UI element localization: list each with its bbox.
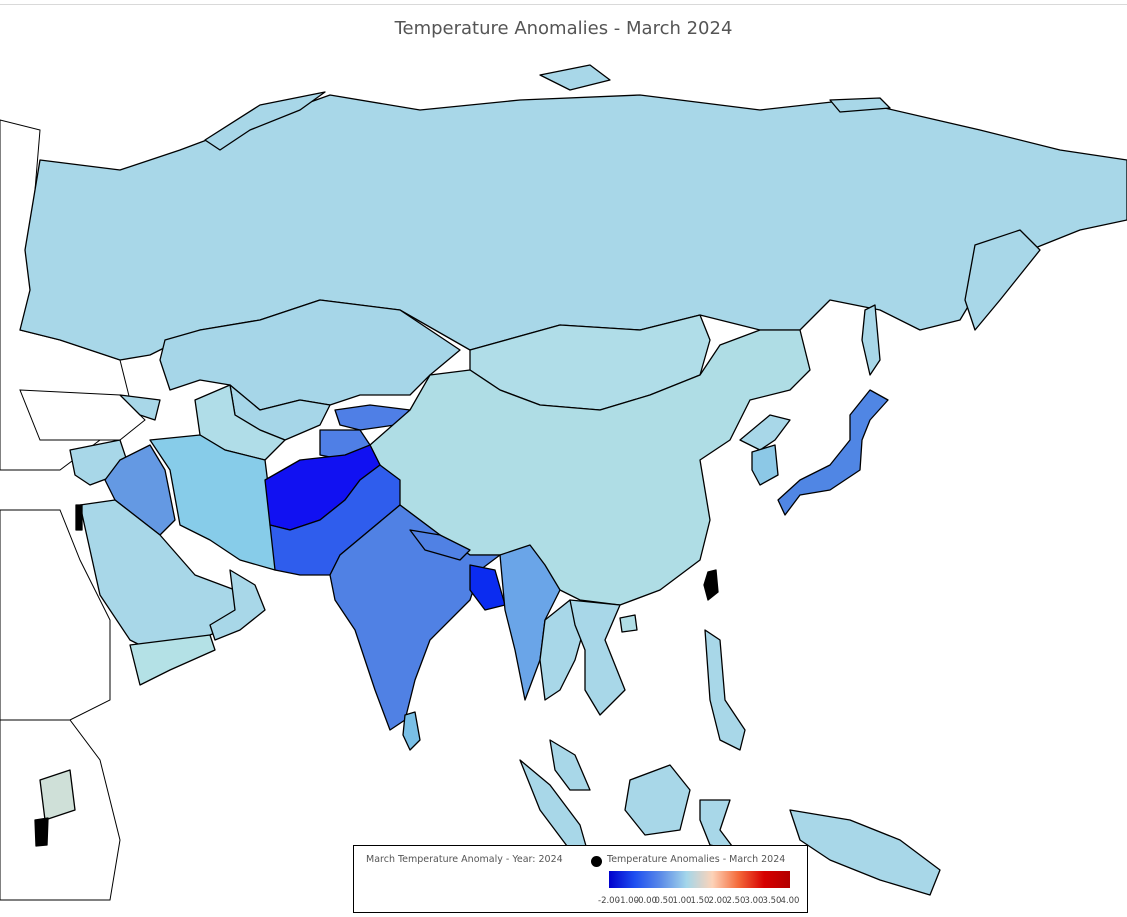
- legend-tick: 0.50: [654, 896, 674, 906]
- legend-series-marker: [591, 856, 602, 867]
- country-south-korea[interactable]: [751, 444, 779, 486]
- legend-tick: -0.00: [635, 896, 657, 906]
- country-malaysia[interactable]: [549, 739, 591, 791]
- country-japan[interactable]: [777, 389, 889, 516]
- country-sulawesi[interactable]: [699, 799, 736, 851]
- legend-tick: -1.00: [617, 896, 639, 906]
- country-india[interactable]: [329, 504, 501, 731]
- country-taiwan[interactable]: [703, 569, 719, 601]
- country-arctic-isles[interactable]: [829, 97, 891, 113]
- country-borneo[interactable]: [624, 764, 691, 836]
- country-philippines[interactable]: [704, 629, 746, 751]
- legend: March Temperature Anomaly - Year: 2024 T…: [353, 845, 808, 913]
- country-north-korea[interactable]: [739, 414, 791, 451]
- legend-name: March Temperature Anomaly - Year: 2024: [366, 854, 563, 865]
- legend-tick: 1.50: [690, 896, 710, 906]
- country-laos-vietnam[interactable]: [569, 599, 626, 716]
- country-hainan[interactable]: [619, 614, 638, 633]
- country-rwanda[interactable]: [34, 817, 49, 847]
- legend-tick: 2.50: [726, 896, 746, 906]
- country-kazakhstan[interactable]: [159, 299, 461, 411]
- country-turkey[interactable]: [19, 389, 146, 441]
- legend-tick: 2.00: [708, 896, 728, 906]
- country-uganda[interactable]: [39, 769, 76, 821]
- legend-tick: -2.00: [598, 896, 620, 906]
- legend-tick-labels: -2.00 -1.00 -0.00 0.50 1.00 1.50 2.00 2.…: [597, 896, 802, 908]
- header-divider: [0, 4, 1127, 5]
- country-bangladesh[interactable]: [469, 564, 506, 611]
- legend-series-label: Temperature Anomalies - March 2024: [607, 854, 786, 865]
- legend-tick: 1.00: [672, 896, 692, 906]
- legend-tick: 4.00: [780, 896, 800, 906]
- country-novaya-zemlya[interactable]: [204, 91, 326, 151]
- legend-color-scale: [609, 871, 790, 888]
- country-new-guinea[interactable]: [789, 809, 941, 896]
- country-oman[interactable]: [209, 569, 266, 641]
- country-pakistan[interactable]: [269, 464, 401, 576]
- legend-tick: 3.50: [762, 896, 782, 906]
- country-israel[interactable]: [75, 504, 83, 531]
- country-severnaya[interactable]: [539, 64, 611, 91]
- country-iraq[interactable]: [104, 444, 176, 536]
- country-georgia[interactable]: [119, 394, 161, 421]
- country-nepal[interactable]: [409, 529, 471, 561]
- country-kamchatka[interactable]: [964, 229, 1041, 331]
- country-yemen[interactable]: [129, 634, 216, 686]
- country-sakhalin[interactable]: [861, 304, 881, 376]
- map-title: Temperature Anomalies - March 2024: [394, 18, 733, 39]
- legend-tick: 3.00: [744, 896, 764, 906]
- country-sri-lanka[interactable]: [402, 711, 421, 751]
- country-russia[interactable]: [19, 94, 1127, 361]
